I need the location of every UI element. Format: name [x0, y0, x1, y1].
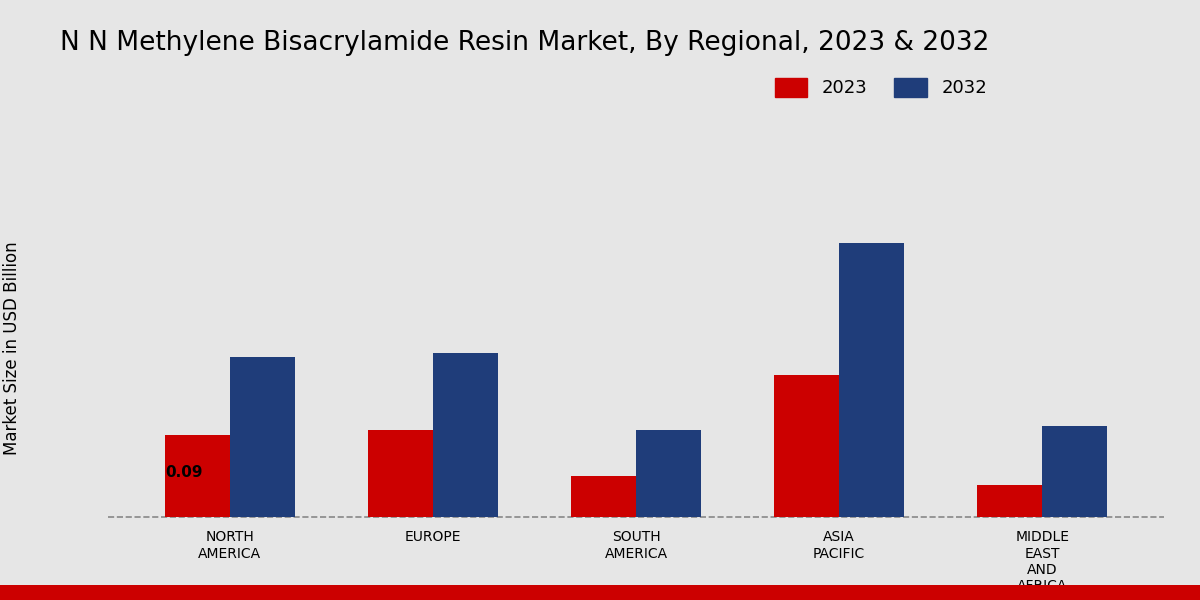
Text: 0.09: 0.09 — [164, 464, 203, 479]
Bar — [839, 242, 904, 517]
Bar — [571, 476, 636, 517]
Bar — [977, 485, 1042, 517]
Legend: 2023, 2032: 2023, 2032 — [774, 78, 986, 97]
Bar — [774, 376, 839, 517]
Bar — [1042, 426, 1108, 517]
Bar — [230, 357, 295, 517]
Bar — [636, 430, 701, 517]
Bar — [368, 430, 433, 517]
Text: N N Methylene Bisacrylamide Resin Market, By Regional, 2023 & 2032: N N Methylene Bisacrylamide Resin Market… — [60, 30, 989, 56]
Bar — [433, 353, 498, 517]
Text: Market Size in USD Billion: Market Size in USD Billion — [2, 241, 22, 455]
Bar — [164, 435, 230, 517]
